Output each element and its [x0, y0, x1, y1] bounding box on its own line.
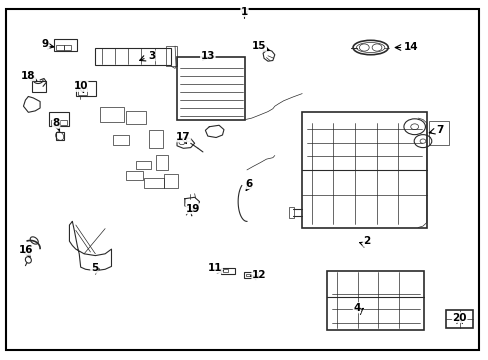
Text: 7: 7	[435, 125, 443, 135]
Bar	[163, 174, 178, 188]
Bar	[428, 121, 448, 145]
Bar	[76, 81, 96, 96]
Bar	[49, 112, 69, 126]
Text: 16: 16	[19, 245, 33, 255]
Bar	[56, 45, 63, 50]
Bar	[166, 46, 177, 66]
Text: 12: 12	[251, 270, 266, 280]
Bar	[100, 107, 123, 122]
Bar	[149, 130, 163, 148]
Bar	[51, 120, 59, 125]
Bar	[95, 48, 171, 65]
Bar	[221, 268, 234, 274]
Text: 8: 8	[53, 118, 60, 128]
Bar	[56, 132, 63, 140]
Bar	[63, 45, 71, 50]
Bar	[177, 57, 245, 120]
Bar	[302, 112, 426, 228]
Text: 2: 2	[363, 236, 369, 246]
Text: 11: 11	[207, 263, 222, 273]
Bar	[60, 120, 66, 125]
Text: 15: 15	[251, 41, 266, 51]
Bar	[445, 310, 472, 328]
Text: 6: 6	[245, 179, 252, 189]
Bar	[78, 88, 86, 95]
Text: 18: 18	[21, 71, 36, 81]
Text: 20: 20	[451, 312, 466, 323]
Bar	[326, 271, 424, 330]
Bar	[223, 269, 227, 272]
Text: 10: 10	[73, 81, 88, 91]
Text: 1: 1	[241, 6, 247, 17]
Bar	[289, 207, 294, 218]
Bar	[246, 274, 251, 276]
Bar	[54, 39, 77, 51]
Text: 13: 13	[200, 51, 215, 61]
Bar	[155, 155, 167, 170]
Bar	[32, 81, 46, 92]
Bar	[136, 161, 150, 169]
Bar	[113, 135, 129, 145]
Text: 4: 4	[352, 303, 360, 313]
Bar	[144, 178, 163, 188]
Text: 17: 17	[176, 132, 190, 142]
Text: 9: 9	[42, 39, 49, 49]
Bar	[126, 171, 143, 180]
Bar	[126, 111, 145, 124]
Bar	[244, 272, 258, 278]
Text: 5: 5	[91, 263, 98, 273]
Text: 19: 19	[185, 204, 200, 214]
Text: 14: 14	[403, 42, 417, 52]
Text: 3: 3	[148, 51, 155, 61]
